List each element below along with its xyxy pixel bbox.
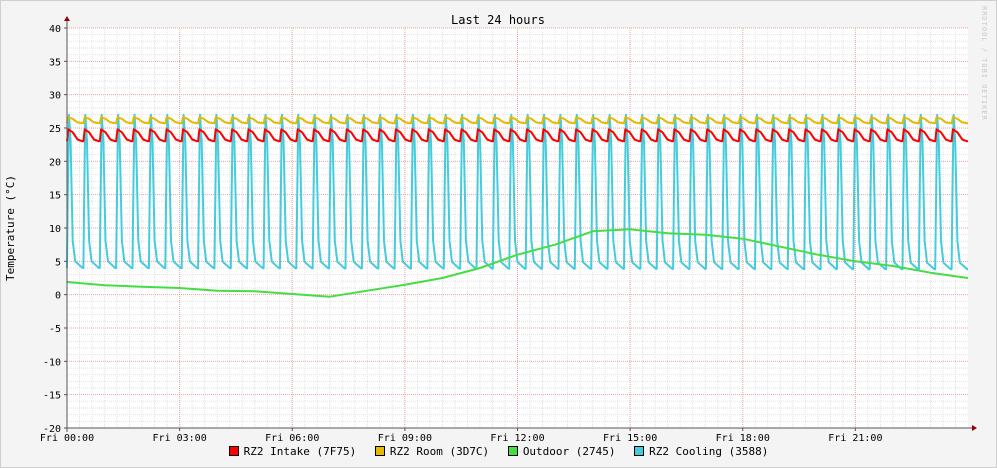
x-tick-label: Fri 12:00 [490,433,544,444]
series-line-1 [66,116,969,125]
axes [64,16,977,432]
legend-label-outdoor: Outdoor (2745) [522,445,616,458]
y-tick-label: 30 [49,91,61,102]
y-tick-label: -15 [43,391,61,402]
chart-title: Last 24 hours [451,13,545,27]
legend-swatch-outdoor [507,446,518,456]
watermark: RRDTOOL / TOBI OETIKER [980,6,988,121]
x-tick-label: Fri 09:00 [378,433,432,444]
series-line-2 [66,228,969,298]
x-tick-label: Fri 18:00 [716,433,770,444]
y-tick-label: 20 [49,157,61,168]
grid-lines [66,27,968,429]
legend-item-room: RZ2 Room (3D7C) [374,445,490,458]
y-tick-label: 25 [49,124,61,135]
legend: RZ2 Intake (7F75) RZ2 Room (3D7C) Outdoo… [0,445,997,458]
legend-swatch-intake [228,446,239,456]
x-tick-label: Fri 03:00 [153,433,207,444]
legend-label-cooling: RZ2 Cooling (3588) [649,445,769,458]
legend-item-outdoor: Outdoor (2745) [507,445,616,458]
series-line-3 [66,113,969,271]
x-tick-label: Fri 15:00 [603,433,657,444]
y-tick-label: 40 [49,24,61,35]
y-tick-label: -20 [43,424,61,435]
legend-swatch-cooling [634,446,645,456]
legend-item-intake: RZ2 Intake (7F75) [228,445,357,458]
y-axis-label: Temperature (°C) [4,175,17,281]
x-tick-label: Fri 06:00 [265,433,319,444]
legend-swatch-room [374,446,385,456]
y-tick-label: 15 [49,191,61,202]
legend-label-room: RZ2 Room (3D7C) [389,445,490,458]
legend-item-cooling: RZ2 Cooling (3588) [634,445,768,458]
y-tick-label: 5 [55,257,61,268]
y-tick-label: -5 [49,324,61,335]
legend-label-intake: RZ2 Intake (7F75) [243,445,357,458]
x-tick-label: Fri 21:00 [828,433,882,444]
series-line-0 [66,128,969,143]
y-axis-arrow [64,16,70,21]
y-tick-label: -10 [43,357,61,368]
x-axis-arrow [972,425,977,431]
y-tick-label: 35 [49,57,61,68]
y-tick-label: 0 [55,291,61,302]
series-layer [66,113,969,298]
y-tick-label: 10 [49,224,61,235]
x-tick-label: Fri 00:00 [40,433,94,444]
